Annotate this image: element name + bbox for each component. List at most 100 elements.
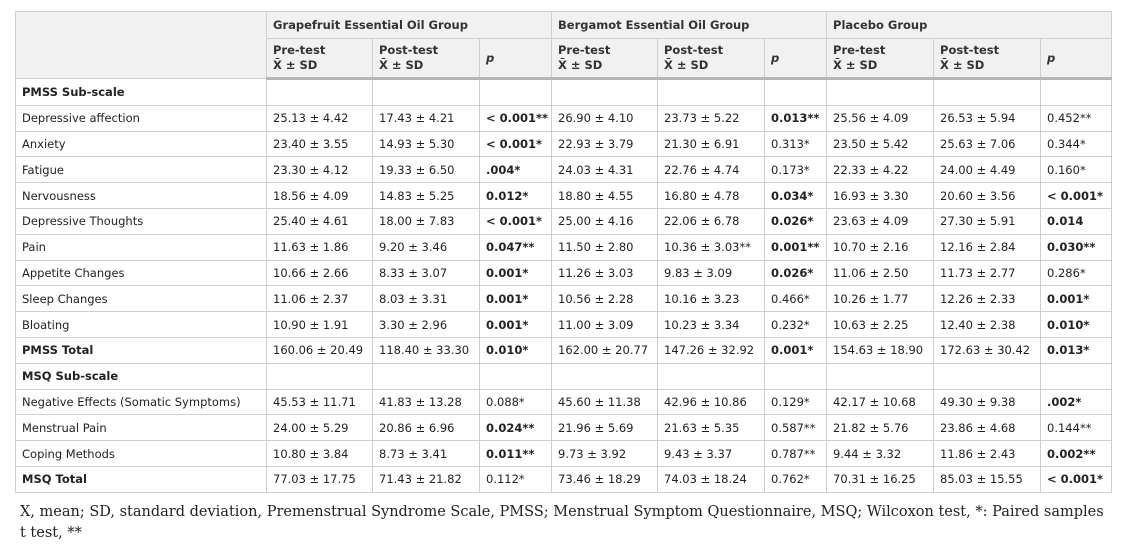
row-label: Negative Effects (Somatic Symptoms) (15, 388, 267, 416)
section-spacer (551, 78, 658, 106)
section-spacer (479, 362, 552, 390)
group-header: Grapefruit Essential Oil Group (266, 11, 552, 39)
row-label: Appetite Changes (15, 259, 267, 287)
cell: 21.82 ± 5.76 (826, 414, 935, 442)
row-label: Sleep Changes (15, 285, 267, 313)
cell: 0.466* (763, 285, 828, 313)
row-label: Bloating (15, 311, 267, 338)
cell: 10.66 ± 2.66 (266, 259, 373, 287)
cell: < 0.001* (1040, 182, 1113, 209)
cell: < 0.001** (479, 104, 552, 132)
cell: 11.06 ± 2.50 (826, 259, 935, 287)
cell: 16.93 ± 3.30 (826, 182, 935, 209)
section-spacer (372, 362, 480, 390)
cell: 10.80 ± 3.84 (266, 440, 373, 467)
sub-header: Pre-test X̄ ± SD (826, 38, 935, 80)
sub-header-line: X̄ ± SD (940, 58, 985, 72)
cell: 11.26 ± 3.03 (551, 259, 658, 287)
cell: < 0.001* (479, 130, 552, 158)
cell: 0.762* (763, 465, 828, 493)
sub-header: p (1040, 38, 1113, 80)
cell: 9.73 ± 3.92 (551, 440, 658, 467)
table-row: PMSS Total 160.06 ± 20.49 118.40 ± 33.30 0.… (15, 336, 1113, 364)
table-row: PMSS Sub-scale (15, 78, 1113, 106)
table-row: Anxiety 23.40 ± 3.55 14.93 ± 5.30 < 0.001* 2… (15, 130, 1113, 158)
sub-header-line: Pre-test (558, 43, 611, 57)
cell: 9.83 ± 3.09 (657, 259, 765, 287)
cell: 24.00 ± 5.29 (266, 414, 373, 442)
cell: 0.010* (1040, 311, 1113, 338)
cell: 16.80 ± 4.78 (657, 182, 765, 209)
cell: 20.86 ± 6.96 (372, 414, 480, 442)
cell: 74.03 ± 18.24 (657, 465, 765, 493)
cell: 25.00 ± 4.16 (551, 207, 658, 235)
cell: 0.001* (1040, 285, 1113, 313)
sub-header-line: Pre-test (273, 43, 326, 57)
section-spacer (657, 362, 765, 390)
cell: 21.30 ± 6.91 (657, 130, 765, 158)
group-header: Placebo Group (826, 11, 1113, 39)
cell: 42.17 ± 10.68 (826, 388, 935, 416)
sub-header-line: Pre-test (833, 43, 886, 57)
cell: 8.73 ± 3.41 (372, 440, 480, 467)
section-spacer (1040, 78, 1113, 106)
sub-header-line: X̄ ± SD (379, 58, 424, 72)
group-header-row: Grapefruit Essential Oil Group Bergamot E… (15, 11, 1113, 79)
cell: 0.026* (763, 259, 828, 287)
cell: 25.13 ± 4.42 (266, 104, 373, 132)
cell: 73.46 ± 18.29 (551, 465, 658, 493)
section-spacer (933, 362, 1042, 390)
cell: 10.26 ± 1.77 (826, 285, 935, 313)
sub-header-line: p (486, 50, 495, 65)
cell: 0.313* (763, 130, 828, 158)
table-row: MSQ Total 77.03 ± 17.75 71.43 ± 21.82 0.112… (15, 465, 1113, 493)
cell: 147.26 ± 32.92 (657, 336, 765, 364)
section-spacer (372, 78, 480, 106)
cell: 0.001* (479, 285, 552, 313)
cell: 11.63 ± 1.86 (266, 233, 373, 261)
cell: 0.286* (1040, 259, 1113, 287)
cell: 18.56 ± 4.09 (266, 182, 373, 209)
cell: 24.03 ± 4.31 (551, 156, 658, 184)
cell: 0.344* (1040, 130, 1113, 158)
sub-header-line: X̄ ± SD (273, 58, 318, 72)
cell: 85.03 ± 15.55 (933, 465, 1042, 493)
sub-header-line: X̄ ± SD (558, 58, 603, 72)
cell: 0.034* (763, 182, 828, 209)
sub-header-line: p (1047, 50, 1056, 65)
cell: 12.16 ± 2.84 (933, 233, 1042, 261)
table-row: Nervousness 18.56 ± 4.09 14.83 ± 5.25 0.012… (15, 182, 1113, 209)
row-label: Depressive affection (15, 104, 267, 132)
cell: 0.001* (479, 259, 552, 287)
section-spacer (266, 362, 373, 390)
data-table: Grapefruit Essential Oil Group Bergamot E… (15, 11, 1113, 493)
cell: 0.024** (479, 414, 552, 442)
cell: .002* (1040, 388, 1113, 416)
cell: 11.50 ± 2.80 (551, 233, 658, 261)
cell: 12.26 ± 2.33 (933, 285, 1042, 313)
cell: 45.60 ± 11.38 (551, 388, 658, 416)
cell: 14.83 ± 5.25 (372, 182, 480, 209)
cell: 11.73 ± 2.77 (933, 259, 1042, 287)
table-row: Depressive affection 25.13 ± 4.42 17.43 ± … (15, 104, 1113, 132)
cell: 154.63 ± 18.90 (826, 336, 935, 364)
row-label: Fatigue (15, 156, 267, 184)
cell: 0.002** (1040, 440, 1113, 467)
cell: 0.011** (479, 440, 552, 467)
footnote: X, mean; SD, standard deviation, Premens… (20, 504, 1104, 541)
row-label: PMSS Total (15, 336, 267, 364)
sub-header-line: X̄ ± SD (833, 58, 878, 72)
sub-header: Pre-test X̄ ± SD (266, 38, 373, 80)
row-label: Depressive Thoughts (15, 207, 267, 235)
cell: 45.53 ± 11.71 (266, 388, 373, 416)
cell: 11.86 ± 2.43 (933, 440, 1042, 467)
cell: 0.112* (479, 465, 552, 493)
sub-header-row: Pre-test X̄ ± SD Post-test X̄ ± SD p Pre-test… (16, 38, 1113, 80)
cell: 10.70 ± 2.16 (826, 233, 935, 261)
cell: 18.00 ± 7.83 (372, 207, 480, 235)
sub-header: Post-test X̄ ± SD (933, 38, 1042, 80)
cell: 0.160* (1040, 156, 1113, 184)
cell: 0.232* (763, 311, 828, 338)
cell: 0.047** (479, 233, 552, 261)
